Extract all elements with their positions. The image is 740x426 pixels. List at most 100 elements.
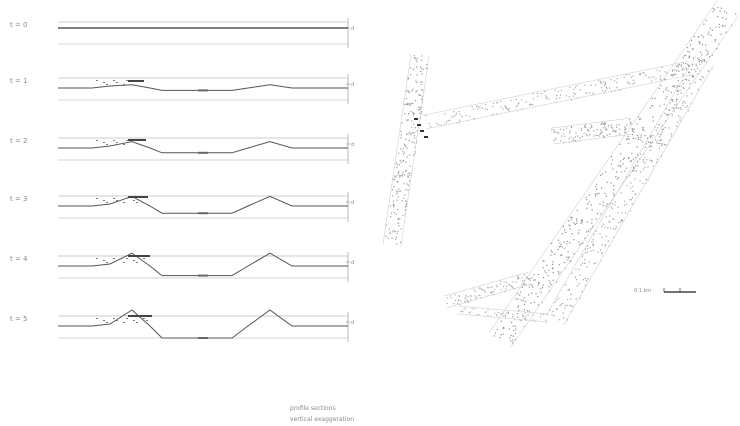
plan-dot [613, 192, 615, 195]
plan-dot [446, 302, 448, 305]
plan-dot [400, 190, 402, 192]
plan-dot [679, 89, 681, 91]
plan-dot [636, 160, 639, 163]
plan-dot [408, 131, 410, 134]
caption-line-1: profile sections [290, 405, 336, 412]
plan-dot [637, 138, 639, 140]
plan-dot [413, 142, 415, 144]
plan-dot [644, 135, 646, 137]
plan-dot [527, 278, 529, 280]
plan-dot [524, 303, 526, 305]
plan-dot [554, 131, 556, 133]
plan-dot [604, 85, 606, 87]
plan-dot [603, 80, 605, 83]
plan-dot [619, 164, 621, 167]
plan-dot [532, 314, 534, 316]
plan-dot [421, 73, 423, 75]
plan-dot [650, 136, 652, 138]
plan-dot [710, 34, 712, 36]
plan-dot [388, 228, 390, 230]
plan-dot [413, 57, 415, 59]
plan-dot [661, 143, 663, 145]
plan-dot [561, 254, 563, 256]
profile-marker [96, 318, 98, 319]
plan-dot [563, 129, 565, 131]
plan-dot [696, 65, 698, 67]
plan-dot [718, 23, 720, 26]
plan-dot [517, 278, 519, 280]
plan-dot [656, 142, 658, 144]
plan-dot [496, 102, 498, 104]
profile-marker [113, 80, 115, 81]
plan-dot [673, 107, 675, 109]
plan-dot [586, 207, 588, 209]
plan-dot [557, 248, 559, 251]
plan-dot [471, 308, 473, 310]
plan-dot [528, 277, 531, 279]
profile-marker [106, 322, 108, 323]
plan-dot [402, 150, 404, 152]
plan-dot [697, 89, 699, 91]
plan-dot [696, 67, 699, 70]
plan-dot [665, 89, 667, 91]
plan-dot [481, 289, 483, 291]
plan-dot [551, 314, 553, 316]
plan-dot [515, 281, 517, 283]
plan-dot [571, 217, 573, 219]
plan-dot [584, 248, 587, 250]
plan-dot [534, 320, 536, 322]
plan-dot [412, 154, 414, 156]
plan-dot [679, 119, 681, 121]
plan-dot [416, 130, 418, 132]
plan-dot [597, 251, 599, 253]
profile-marker [116, 320, 118, 321]
plan-dot [604, 244, 607, 246]
plan-dot [576, 220, 578, 222]
plan-dot [563, 241, 565, 243]
plan-dot [629, 209, 631, 212]
plan-dot [537, 296, 539, 298]
plan-dot [682, 57, 684, 59]
plan-dot [574, 86, 576, 88]
plan-dot [584, 126, 586, 128]
plan-dot [530, 104, 532, 106]
plan-dot [611, 159, 613, 161]
plan-dot [409, 103, 411, 105]
plan-dot [569, 228, 571, 230]
plan-dot [635, 193, 637, 195]
plan-dot [545, 272, 547, 274]
plan-dot [619, 143, 621, 145]
plan-dot [632, 75, 634, 77]
plan-dot [637, 154, 639, 156]
plan-dot [648, 76, 650, 79]
plan-dot [614, 201, 616, 203]
plan-dot [569, 260, 572, 263]
plan-dot [568, 132, 570, 134]
plan-dot [624, 212, 627, 214]
plan-dot [454, 299, 456, 301]
plan-dot [604, 89, 607, 92]
plan-dot [420, 94, 422, 96]
plan-dot [624, 132, 626, 134]
plan-dot [599, 133, 601, 135]
plan-dot [660, 85, 662, 87]
profile-time-label: t = 0 [10, 21, 28, 29]
plan-dot [694, 81, 696, 84]
plan-dot [671, 99, 674, 101]
band-edge [423, 60, 689, 116]
plan-dot [702, 44, 704, 46]
plan-dot [520, 291, 522, 293]
plan-dot [485, 311, 487, 313]
plan-dot [407, 184, 409, 186]
plan-dot [654, 139, 657, 141]
plan-dot [402, 147, 404, 149]
plan-dot [573, 92, 575, 94]
profile-marker [116, 142, 118, 143]
plan-dot [552, 271, 554, 274]
plan-dot [570, 298, 572, 300]
plan-dot [564, 135, 566, 137]
plan-dot [418, 106, 420, 108]
plan-dot [624, 126, 626, 128]
plan-dot [676, 107, 678, 109]
plan-dot [474, 290, 476, 292]
